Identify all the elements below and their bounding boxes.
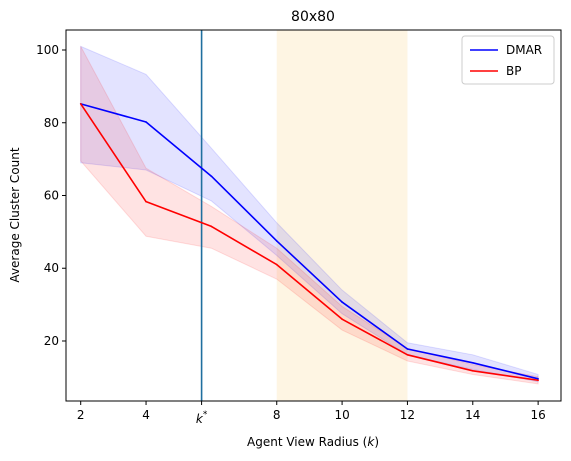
y-tick-label: 100 bbox=[36, 43, 59, 57]
legend-label-bp: BP bbox=[506, 64, 521, 78]
data-point-bp bbox=[537, 379, 539, 382]
confidence-band-bp bbox=[80, 46, 539, 385]
series-line-dmar bbox=[80, 103, 539, 380]
y-axis-label: Average Cluster Count bbox=[8, 147, 22, 282]
x-tick-label: 16 bbox=[530, 408, 545, 422]
data-point-dmar bbox=[471, 362, 474, 364]
x-tick-label-k-star: k* bbox=[196, 410, 208, 426]
x-tick-label: 4 bbox=[142, 408, 150, 422]
y-tick-label: 40 bbox=[44, 261, 59, 275]
data-point-bp bbox=[79, 103, 82, 105]
data-point-dmar bbox=[341, 301, 343, 303]
x-tick-label: 2 bbox=[77, 408, 85, 422]
legend-label-dmar: DMAR bbox=[506, 43, 542, 57]
y-tick-label: 80 bbox=[44, 116, 59, 130]
series-line-layer bbox=[79, 103, 539, 382]
legend-box bbox=[461, 35, 555, 85]
data-point-bp bbox=[471, 370, 474, 372]
confidence-band-dmar bbox=[80, 45, 539, 383]
data-point-dmar bbox=[406, 348, 409, 350]
x-tick-label: 14 bbox=[465, 408, 480, 422]
data-point-bp bbox=[275, 263, 278, 266]
data-point-dmar bbox=[145, 121, 147, 123]
series-line-bp bbox=[80, 103, 539, 382]
x-axis-label: Agent View Radius (k) bbox=[247, 435, 379, 449]
y-axis-ticks: 20 40 60 80 100 bbox=[36, 43, 66, 348]
y-tick-label: 60 bbox=[44, 188, 59, 202]
x-tick-label: 12 bbox=[400, 408, 415, 422]
data-point-dmar bbox=[537, 378, 539, 380]
plot-area-frame bbox=[65, 29, 562, 402]
y-tick-label: 20 bbox=[44, 334, 59, 348]
x-tick-label: 8 bbox=[273, 408, 281, 422]
legend: DMAR BP bbox=[461, 35, 555, 85]
data-point-dmar bbox=[210, 175, 213, 178]
highlight-band-layer bbox=[276, 30, 408, 401]
data-point-bp bbox=[210, 225, 213, 228]
data-point-bp bbox=[145, 200, 147, 203]
data-point-bp bbox=[406, 354, 409, 356]
highlight-band bbox=[276, 30, 408, 401]
x-axis-ticks: 2 4 8 10 12 14 16 k* bbox=[77, 401, 546, 426]
data-point-bp bbox=[341, 318, 343, 320]
confidence-band-layer bbox=[80, 45, 539, 385]
data-point-dmar bbox=[275, 240, 278, 242]
x-tick-label: 10 bbox=[334, 408, 349, 422]
chart-title: 80x80 bbox=[291, 9, 335, 25]
